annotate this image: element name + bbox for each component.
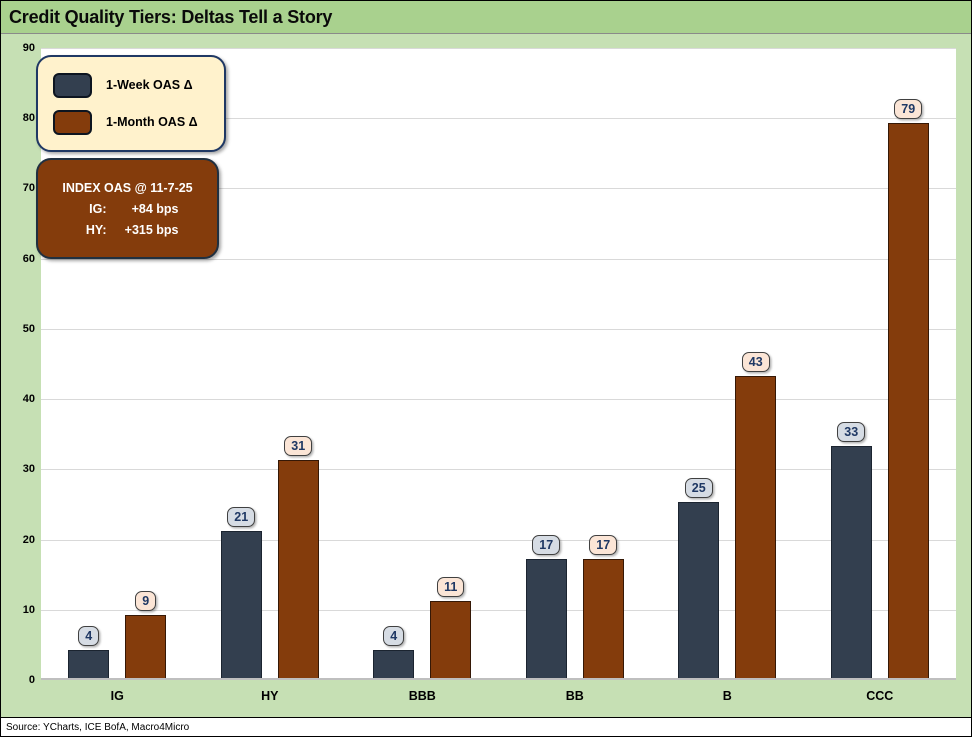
bar <box>525 558 567 678</box>
bar-value-label: 21 <box>227 506 256 527</box>
bar <box>277 460 319 678</box>
gridline <box>41 118 956 120</box>
gridline <box>41 539 956 541</box>
bar-value-label: 31 <box>284 436 313 457</box>
bar <box>582 558 624 678</box>
bar <box>220 530 262 678</box>
bar <box>430 600 472 678</box>
bar-cell: 43 <box>735 352 777 678</box>
x-tick-label: IG <box>110 689 124 703</box>
bar-value-label: 79 <box>894 99 923 120</box>
y-tick-label: 90 <box>22 42 35 54</box>
x-axis-labels: IG HY BBB BB B CCC <box>41 680 956 717</box>
bar-value-label: 11 <box>437 576 465 597</box>
bar-cell: 4 <box>68 625 110 678</box>
month-series-swatch <box>53 109 92 135</box>
info-value: +84 bps <box>131 201 179 216</box>
bar-value-label: 9 <box>135 590 157 611</box>
bar-value-label: 25 <box>684 478 713 499</box>
legend-label: 1-Week OAS Δ <box>106 78 193 92</box>
y-tick-label: 60 <box>22 252 35 265</box>
gridline <box>41 188 956 190</box>
x-tick-label: BB <box>565 689 584 703</box>
bar <box>735 376 777 678</box>
bar-value-label: 33 <box>837 422 866 443</box>
bar-cell: 79 <box>887 99 929 678</box>
bar-cell: 9 <box>125 590 167 678</box>
y-tick-label: 20 <box>22 533 35 546</box>
gridline <box>41 469 956 471</box>
bar-value-label: 4 <box>383 625 405 646</box>
y-tick-label: 80 <box>22 112 35 125</box>
x-tick-label: BBB <box>408 689 436 703</box>
info-label: HY: <box>85 222 107 237</box>
bar <box>678 502 720 678</box>
bar-value-label: 17 <box>589 534 618 555</box>
gridline <box>41 258 956 260</box>
legend-item-month: 1-Month OAS Δ <box>53 109 224 135</box>
bar-cell: 33 <box>830 422 872 678</box>
y-tick-label: 10 <box>22 603 35 616</box>
bar <box>125 614 167 678</box>
gridline <box>41 399 956 401</box>
gridline <box>41 48 956 49</box>
bar-cell: 4 <box>373 625 415 678</box>
plot-area: 4 9 21 31 4 11 17 17 25 43 33 79 <box>41 48 956 680</box>
index-oas-info-box: INDEX OAS @ 11-7-25 IG: +84 bps HY: +315… <box>36 158 219 259</box>
y-tick-label: 40 <box>22 393 35 406</box>
bar <box>68 649 110 678</box>
gridline <box>41 609 956 611</box>
x-tick-label: HY <box>261 689 279 703</box>
info-row-hy: HY: +315 bps <box>38 223 217 237</box>
bar-cell: 25 <box>678 478 720 678</box>
bar-group-bb: 17 17 <box>499 48 652 678</box>
legend-item-week: 1-Week OAS Δ <box>53 72 224 98</box>
x-tick-label: B <box>722 689 732 703</box>
bar-group-bbb: 4 11 <box>346 48 499 678</box>
bar-group-b: 25 43 <box>651 48 804 678</box>
y-tick-label: 30 <box>22 463 35 476</box>
bar-cell: 11 <box>430 576 472 678</box>
legend: 1-Week OAS Δ 1-Month OAS Δ <box>36 55 226 152</box>
bar-value-label: 17 <box>532 534 561 555</box>
week-series-swatch <box>53 72 92 98</box>
bar <box>887 123 929 678</box>
source-bar: Source: YCharts, ICE BofA, Macro4Micro <box>1 717 971 736</box>
bar-groups: 4 9 21 31 4 11 17 17 25 43 33 79 <box>41 48 956 678</box>
bar-value-label: 4 <box>78 625 100 646</box>
bar-cell: 21 <box>220 506 262 678</box>
gridline <box>41 328 956 330</box>
title-bar: Credit Quality Tiers: Deltas Tell a Stor… <box>1 1 971 34</box>
info-label: IG: <box>89 201 107 216</box>
chart-title: Credit Quality Tiers: Deltas Tell a Stor… <box>9 6 333 27</box>
info-value: +315 bps <box>124 222 179 237</box>
info-box-title: INDEX OAS @ 11-7-25 <box>62 180 193 195</box>
bar-group-ccc: 33 79 <box>804 48 957 678</box>
bar <box>830 446 872 678</box>
bar-value-label: 43 <box>741 352 770 373</box>
y-tick-label: 70 <box>22 182 35 195</box>
bar-cell: 17 <box>525 534 567 678</box>
y-tick-label: 50 <box>22 322 35 335</box>
bar-cell: 31 <box>277 436 319 678</box>
bar-group-hy: 21 31 <box>194 48 347 678</box>
x-tick-label: CCC <box>866 689 894 703</box>
y-tick-label: 0 <box>28 674 35 686</box>
info-row-ig: IG: +84 bps <box>38 202 217 216</box>
source-text: Source: YCharts, ICE BofA, Macro4Micro <box>6 721 190 733</box>
chart-area: 4 9 21 31 4 11 17 17 25 43 33 79 0 10 20 30 40 50 60 70 80 9… <box>1 34 971 717</box>
bar <box>373 649 415 678</box>
bar-cell: 17 <box>582 534 624 678</box>
legend-label: 1-Month OAS Δ <box>106 115 198 129</box>
